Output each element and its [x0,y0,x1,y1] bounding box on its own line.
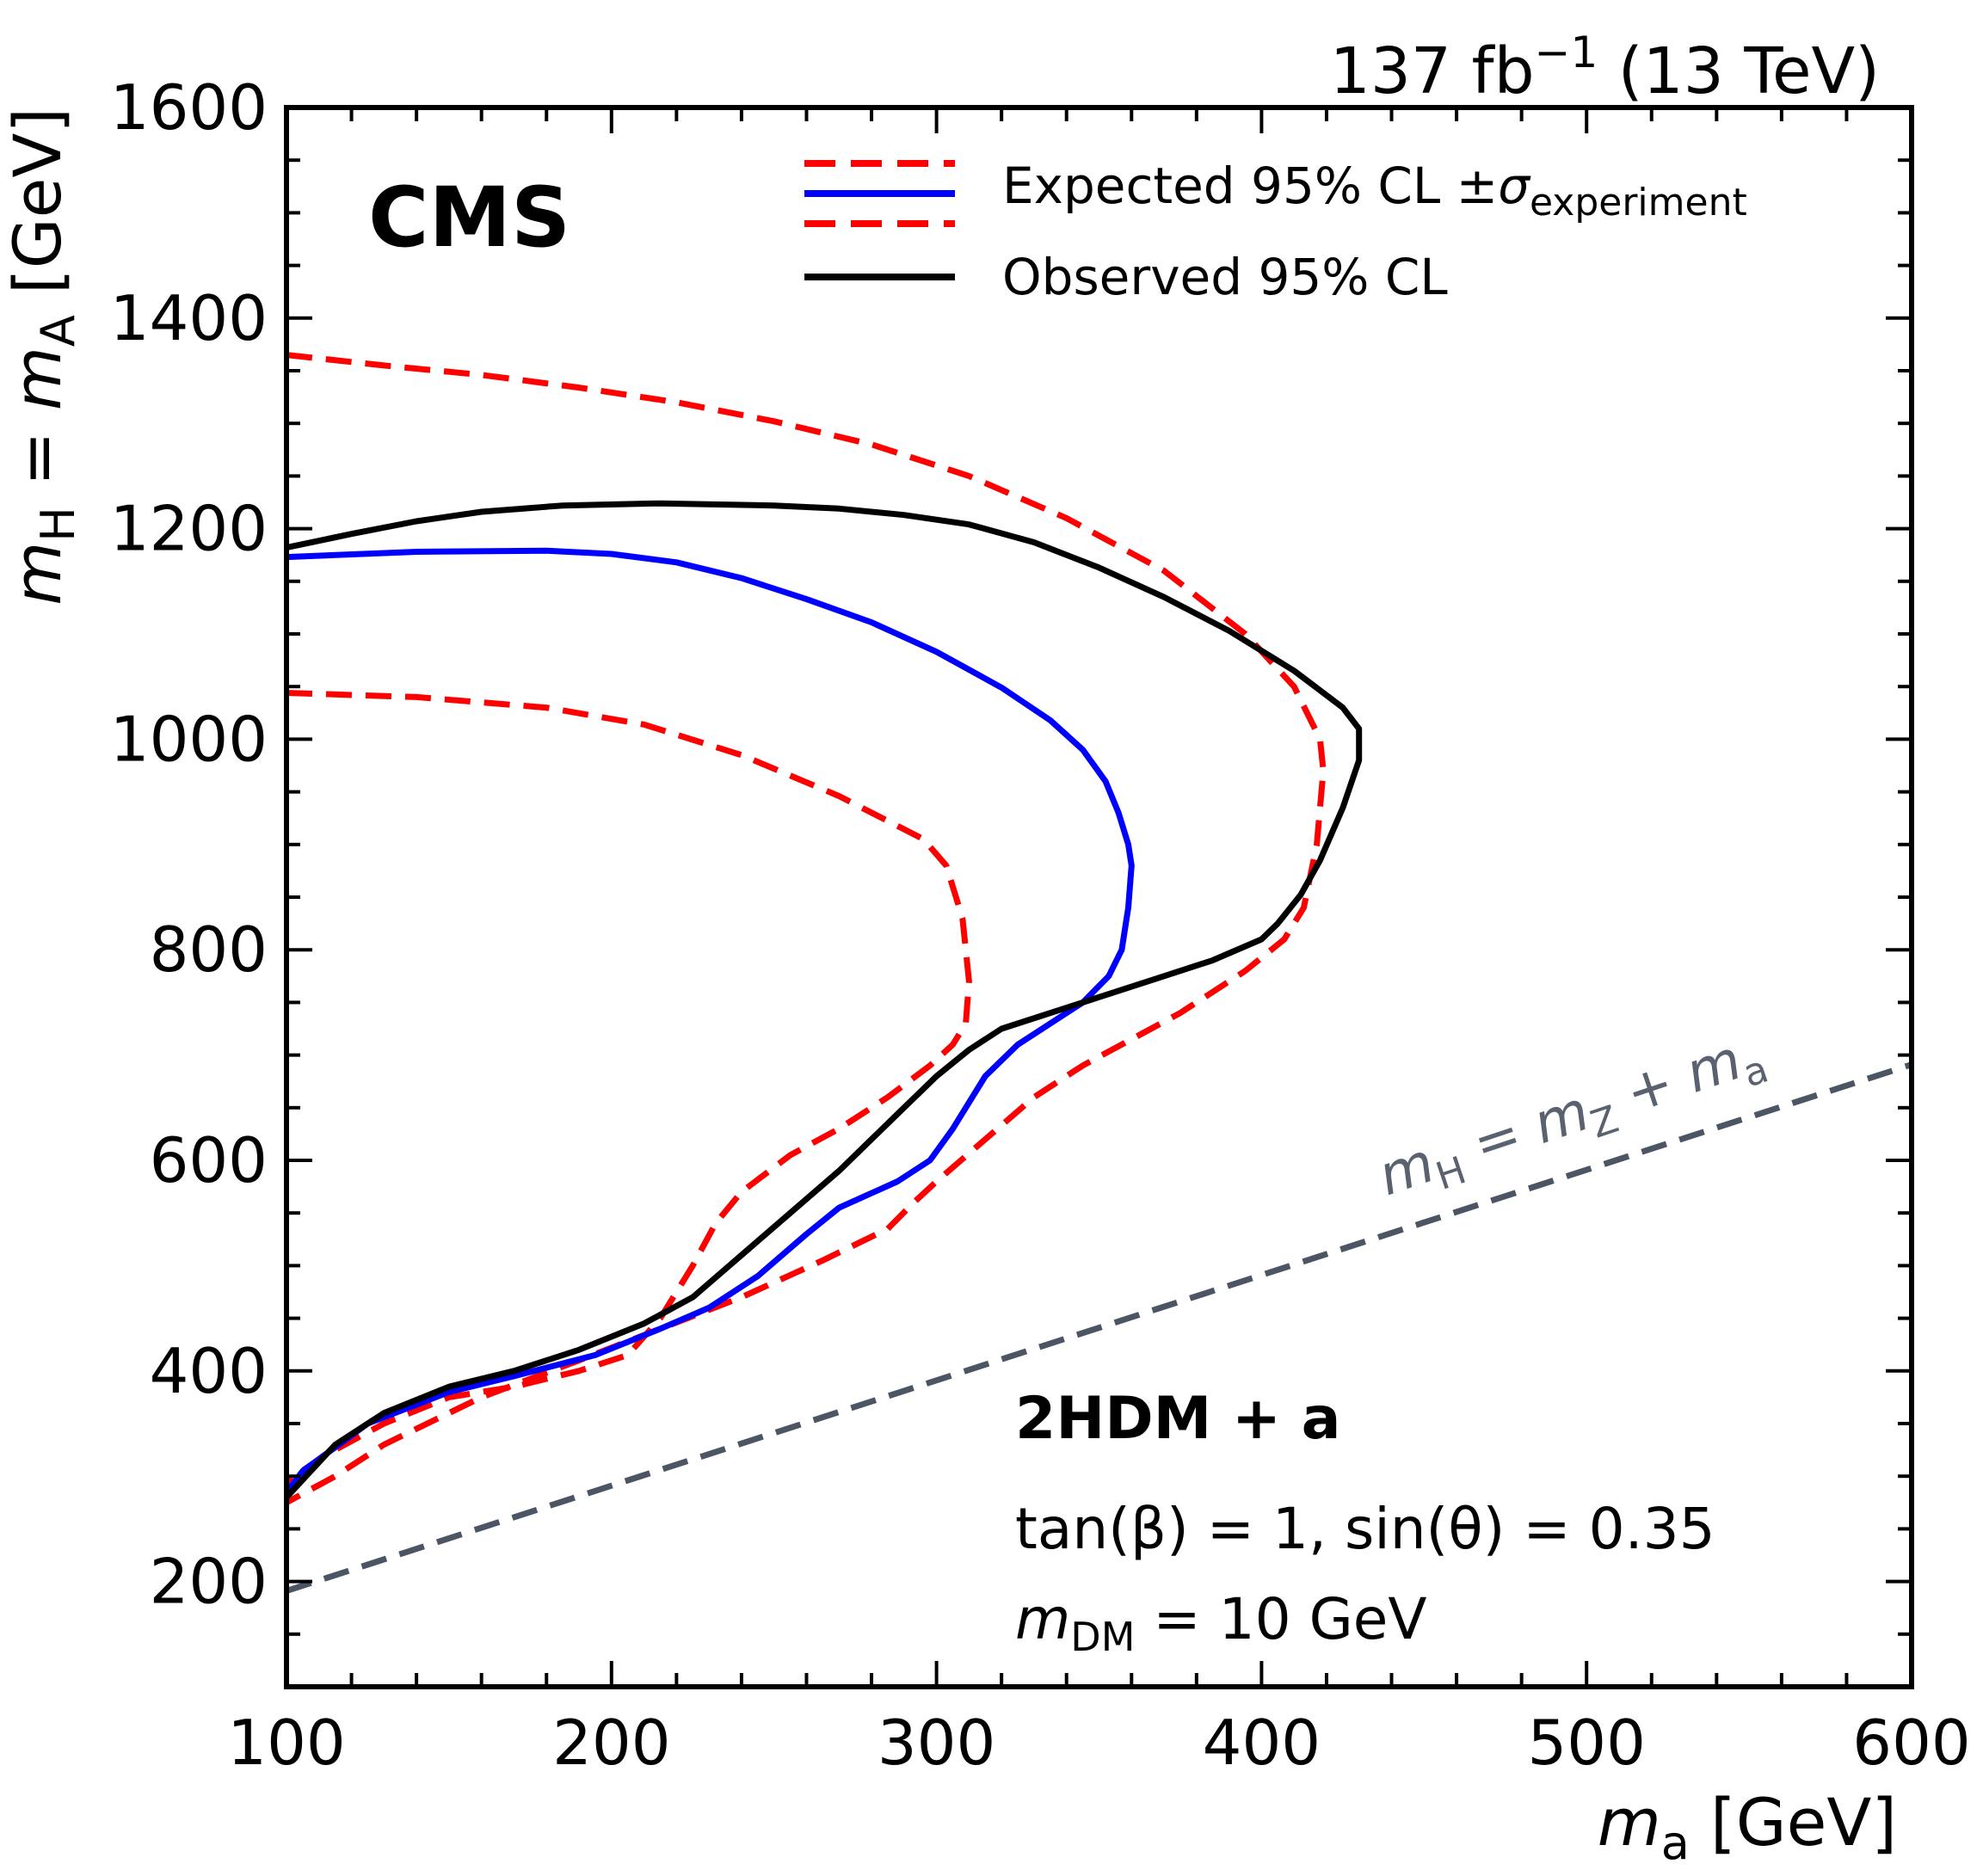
y-tick-label: 200 [150,1546,268,1618]
x-tick-label: 100 [227,1707,345,1779]
x-tick-label: 400 [1203,1707,1321,1779]
expected-band-upper-curve [286,352,1327,1505]
model-parameters-line2: mDM = 10 GeV [1015,1586,1427,1660]
model-parameters-line1: tan(β) = 1, sin(θ) = 0.35 [1015,1496,1715,1562]
expected-curve [286,547,1135,1494]
x-tick-label: 600 [1852,1707,1970,1779]
chart-curves [286,352,1912,1594]
y-tick-label: 1400 [110,282,268,354]
y-axis-title: mH = mA [GeV] [0,108,85,606]
legend-observed-label: Observed 95% CL [1002,248,1448,306]
y-tick-label: 1000 [110,703,268,775]
experiment-label: CMS [368,169,570,266]
model-title: 2HDM + a [1015,1385,1341,1453]
axis-tick-labels: 100 200 300 400 500 600 200 400 600 800 1000 1200 14… [110,71,1971,1779]
luminosity-label: 137 fb−1 (13 TeV) [1330,28,1880,108]
y-tick-label: 1600 [110,71,268,144]
y-tick-label: 600 [150,1124,268,1196]
kinematic-diagonal-line [286,1061,1912,1594]
x-axis-title: ma [GeV] [1598,1784,1897,1870]
y-tick-label: 800 [150,913,268,986]
x-tick-label: 300 [878,1707,995,1779]
y-tick-label: 1200 [110,493,268,565]
x-tick-label: 500 [1527,1707,1645,1779]
y-tick-label: 400 [150,1335,268,1407]
plot-frame [284,105,1914,1689]
diagonal-line-label: mH = mZ + ma [1371,1021,1774,1216]
legend-expected-label: Expected 95% CL ±σexperiment [1002,157,1747,225]
legend: Expected 95% CL ±σexperiment Observed 95… [804,157,1747,306]
x-tick-label: 200 [552,1707,670,1779]
expected-band-lower-curve [286,690,972,1485]
observed-curve [286,500,1363,1500]
